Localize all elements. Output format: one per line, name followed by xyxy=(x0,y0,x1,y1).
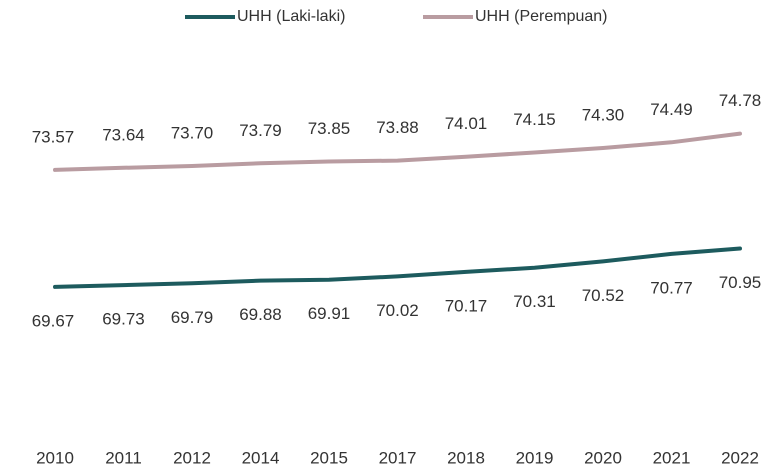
x-tick-label: 2018 xyxy=(447,448,485,467)
x-tick-label: 2021 xyxy=(653,448,691,467)
data-label: 73.70 xyxy=(171,123,214,142)
data-label: 74.30 xyxy=(582,105,625,124)
data-label: 73.79 xyxy=(239,121,282,140)
x-tick-label: 2019 xyxy=(516,448,554,467)
data-label: 70.17 xyxy=(445,296,488,315)
data-label: 74.01 xyxy=(445,114,488,133)
legend-label: UHH (Laki-laki) xyxy=(237,8,345,25)
data-label: 69.67 xyxy=(32,311,75,330)
data-label: 73.57 xyxy=(32,127,75,146)
data-label: 69.79 xyxy=(171,308,214,327)
data-label: 73.85 xyxy=(308,119,351,138)
x-tick-label: 2012 xyxy=(173,448,211,467)
x-tick-label: 2014 xyxy=(242,448,280,467)
data-label: 69.73 xyxy=(102,310,145,329)
data-label: 70.77 xyxy=(650,278,693,297)
x-tick-label: 2020 xyxy=(584,448,622,467)
data-label: 74.15 xyxy=(513,110,556,129)
data-label: 73.88 xyxy=(376,118,419,137)
x-tick-label: 2010 xyxy=(36,448,74,467)
series-line xyxy=(53,131,742,172)
data-label: 70.95 xyxy=(719,273,762,292)
data-label: 69.88 xyxy=(239,305,282,324)
data-label: 70.52 xyxy=(582,286,625,305)
x-tick-label: 2022 xyxy=(721,448,759,467)
x-tick-label: 2011 xyxy=(105,448,142,467)
data-label: 70.02 xyxy=(376,301,419,320)
x-tick-label: 2017 xyxy=(379,448,417,467)
x-tick-label: 2015 xyxy=(310,448,348,467)
data-label: 73.64 xyxy=(102,125,145,144)
data-label: 74.78 xyxy=(719,91,762,110)
legend-label: UHH (Perempuan) xyxy=(475,8,607,25)
data-label: 69.91 xyxy=(308,304,351,323)
data-label: 74.49 xyxy=(650,100,693,119)
series-line xyxy=(53,246,742,289)
data-label: 70.31 xyxy=(513,292,556,311)
